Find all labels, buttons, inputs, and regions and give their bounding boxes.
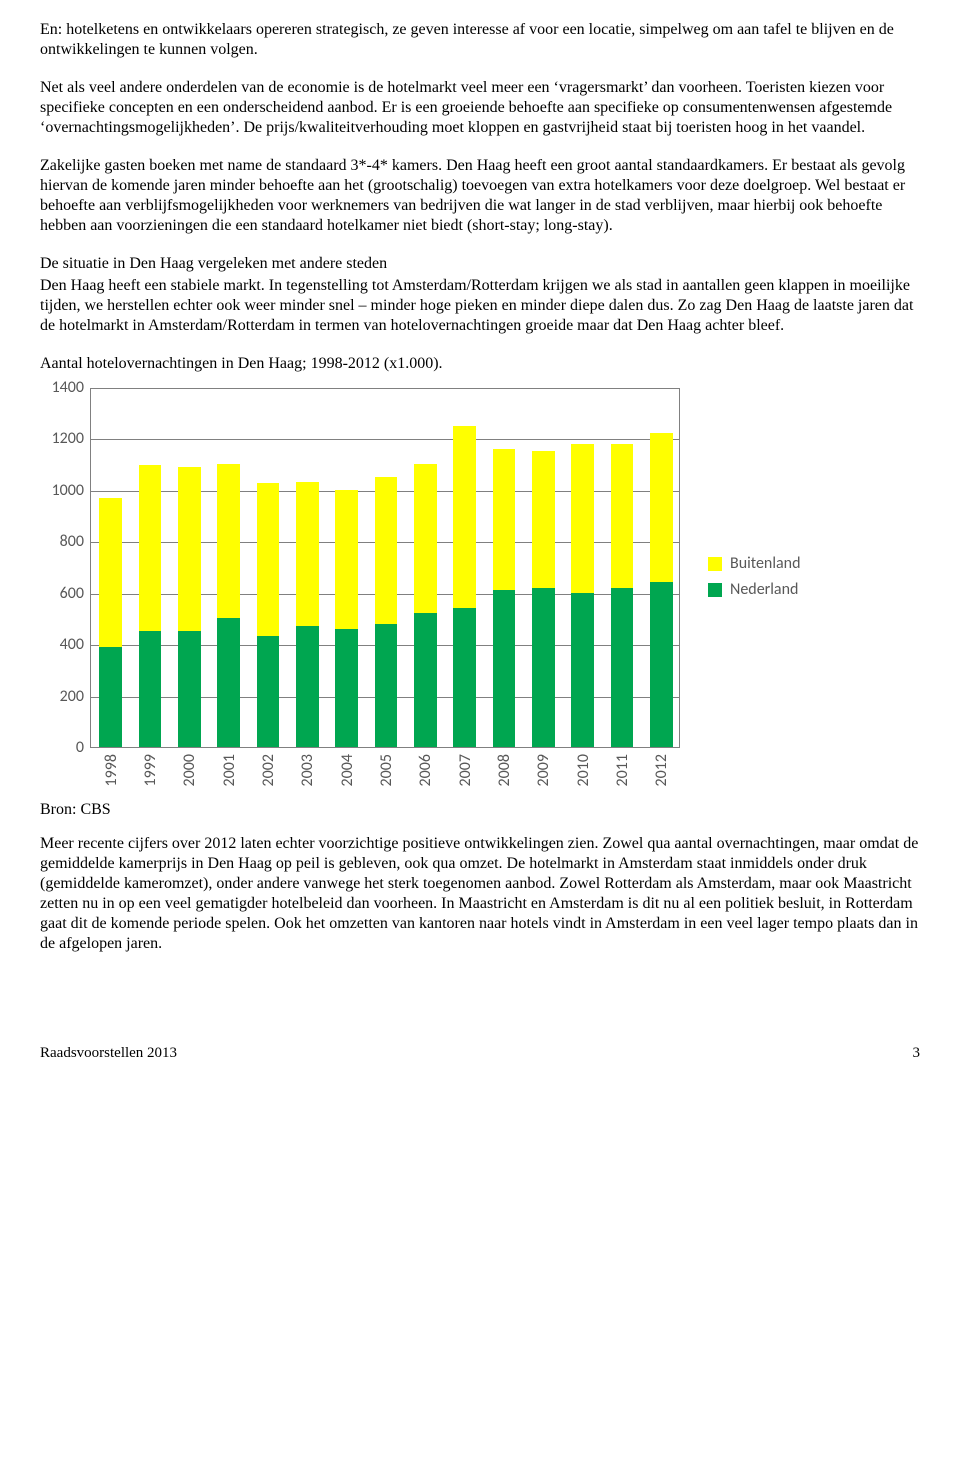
document-page: En: hotelketens en ontwikkelaars operere… <box>0 0 960 1103</box>
chart-x-tick-label: 2011 <box>613 754 633 786</box>
chart-bar-nederland <box>493 590 516 747</box>
chart-bar-nederland <box>532 588 555 747</box>
footer-left: Raadsvoorstellen 2013 <box>40 1044 177 1063</box>
paragraph-1: En: hotelketens en ontwikkelaars operere… <box>40 20 920 60</box>
legend-item-buitenland: Buitenland <box>708 554 800 574</box>
chart-y-tick-label: 0 <box>40 738 84 758</box>
chart-bar-column <box>296 482 319 747</box>
paragraph-4: Den Haag heeft een stabiele markt. In te… <box>40 276 920 336</box>
chart-x-tick-label: 2008 <box>495 754 515 786</box>
chart-title: Aantal hotelovernachtingen in Den Haag; … <box>40 354 920 374</box>
section-heading-situatie: De situatie in Den Haag vergeleken met a… <box>40 254 920 274</box>
chart-bar-column <box>335 490 358 747</box>
chart-x-tick-label: 2012 <box>652 754 672 786</box>
chart-bar-buitenland <box>493 449 516 590</box>
chart-y-tick-label: 600 <box>40 584 84 604</box>
chart-bar-column <box>139 465 162 747</box>
chart-bar-buitenland <box>257 483 280 636</box>
chart-bar-nederland <box>453 608 476 747</box>
chart-y-tick-label: 1000 <box>40 481 84 501</box>
chart-x-tick-label: 1999 <box>141 754 161 786</box>
chart-y-tick-label: 1400 <box>40 378 84 398</box>
chart-x-tick-label: 2009 <box>534 754 554 786</box>
chart-x-tick-label: 2000 <box>180 754 200 786</box>
chart-y-tick-label: 800 <box>40 532 84 552</box>
legend-label-buitenland: Buitenland <box>730 554 800 574</box>
chart-bar-nederland <box>178 631 201 747</box>
chart-bar-nederland <box>257 636 280 747</box>
chart-bar-column <box>217 464 240 747</box>
chart-bar-buitenland <box>650 433 673 582</box>
chart-x-tick-label: 2006 <box>416 754 436 786</box>
chart-bar-buitenland <box>178 467 201 632</box>
chart-bar-buitenland <box>532 451 555 587</box>
legend-swatch-nederland <box>708 583 722 597</box>
chart-bar-column <box>178 467 201 747</box>
chart-bar-buitenland <box>414 464 437 613</box>
chart-bar-column <box>375 477 398 747</box>
legend-label-nederland: Nederland <box>730 580 798 600</box>
chart-x-tick-label: 1998 <box>102 754 122 786</box>
chart-plot-area <box>90 388 680 748</box>
chart-bar-column <box>611 444 634 747</box>
chart-bar-nederland <box>99 647 122 747</box>
chart-bar-nederland <box>217 618 240 747</box>
chart-x-tick-label: 2001 <box>220 754 240 786</box>
paragraph-3: Zakelijke gasten boeken met name de stan… <box>40 156 920 236</box>
legend-swatch-buitenland <box>708 557 722 571</box>
chart-stacked-bar: 0 200 400 600 800 1000 1200 1400 1998 1999 2000 20… <box>40 378 920 798</box>
chart-source: Bron: CBS <box>40 800 920 820</box>
chart-x-tick-label: 2010 <box>574 754 594 786</box>
paragraph-2: Net als veel andere onderdelen van de ec… <box>40 78 920 138</box>
chart-bar-nederland <box>650 582 673 747</box>
legend-item-nederland: Nederland <box>708 580 800 600</box>
footer-page-number: 3 <box>913 1044 921 1063</box>
chart-bar-nederland <box>335 629 358 747</box>
chart-bar-nederland <box>414 613 437 747</box>
chart-x-tick-label: 2007 <box>456 754 476 786</box>
chart-bar-column <box>453 426 476 747</box>
chart-y-tick-label: 200 <box>40 687 84 707</box>
chart-x-tick-label: 2005 <box>377 754 397 786</box>
chart-bars <box>91 388 680 747</box>
chart-bar-buitenland <box>453 426 476 609</box>
chart-bar-column <box>571 444 594 747</box>
chart-bar-column <box>414 464 437 747</box>
chart-bar-buitenland <box>611 444 634 588</box>
chart-bar-buitenland <box>296 482 319 626</box>
chart-bar-nederland <box>375 624 398 747</box>
chart-bar-buitenland <box>99 498 122 647</box>
chart-bar-column <box>493 449 516 747</box>
chart-bar-nederland <box>571 593 594 747</box>
chart-y-tick-label: 400 <box>40 635 84 655</box>
chart-bar-column <box>532 451 555 747</box>
chart-bar-buitenland <box>375 477 398 624</box>
chart-bar-buitenland <box>217 464 240 618</box>
chart-x-tick-label: 2003 <box>298 754 318 786</box>
chart-bar-nederland <box>611 588 634 747</box>
page-footer: Raadsvoorstellen 2013 3 <box>40 1044 920 1063</box>
chart-bar-column <box>257 483 280 747</box>
chart-bar-buitenland <box>139 465 162 631</box>
chart-bar-buitenland <box>571 444 594 593</box>
chart-bar-column <box>99 498 122 747</box>
chart-x-tick-label: 2002 <box>259 754 279 786</box>
chart-x-tick-label: 2004 <box>338 754 358 786</box>
chart-y-tick-label: 1200 <box>40 429 84 449</box>
chart-bar-nederland <box>296 626 319 747</box>
chart-bar-column <box>650 433 673 747</box>
chart-bar-buitenland <box>335 490 358 629</box>
chart-legend: Buitenland Nederland <box>708 548 800 606</box>
chart-bar-nederland <box>139 631 162 747</box>
paragraph-5: Meer recente cijfers over 2012 laten ech… <box>40 834 920 954</box>
